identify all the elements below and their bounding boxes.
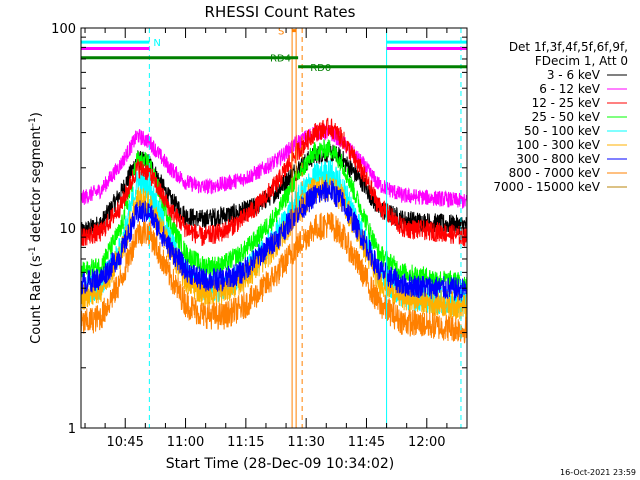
annotation-state-label: RD4 — [270, 54, 291, 65]
series-line — [80, 179, 468, 302]
y-axis-label-end: ) — [29, 112, 44, 117]
annotation-state-label: S — [278, 27, 284, 38]
footer-timestamp: 16-Oct-2021 23:59 — [560, 468, 636, 477]
tick-layer: 1 10 100 10:45 11:00 11:15 11:30 11:45 12:00 — [51, 22, 467, 450]
y-tick-label: 100 — [51, 22, 76, 37]
y-axis-label-mid: detector segment — [29, 126, 44, 246]
legend-label: 50 - 100 keV — [524, 124, 601, 138]
annotation-state-label: N — [153, 38, 160, 49]
y-axis-label-sup1: -1 — [28, 246, 38, 255]
legend-label: 800 - 7000 keV — [509, 166, 601, 180]
series-line — [80, 117, 468, 247]
legend-label: 25 - 50 keV — [532, 110, 601, 124]
legend-label: 3 - 6 keV — [547, 68, 601, 82]
y-axis-label-sup2: -1 — [28, 117, 38, 126]
legend-header-line: FDecim 1, Att 0 — [535, 54, 628, 68]
series-line — [80, 139, 468, 293]
legend-header-line: Det 1f,3f,4f,5f,6f,9f, — [509, 40, 628, 54]
x-tick-label: 11:00 — [167, 435, 204, 450]
y-tick-label: 1 — [68, 422, 76, 437]
series-line — [80, 211, 468, 344]
x-tick-label: 10:45 — [106, 435, 143, 450]
legend: Det 1f,3f,4f,5f,6f,9f,FDecim 1, Att 03 -… — [493, 40, 628, 194]
legend-label: 12 - 25 keV — [532, 96, 601, 110]
x-tick-label: 11:15 — [227, 435, 264, 450]
x-tick-label: 11:45 — [348, 435, 385, 450]
series-layer — [80, 117, 468, 344]
x-tick-label: 12:00 — [408, 435, 445, 450]
x-axis-label: Start Time (28-Dec-09 10:34:02) — [166, 456, 394, 472]
legend-label: 300 - 800 keV — [516, 152, 600, 166]
x-tick-label: 11:30 — [287, 435, 324, 450]
legend-label: 6 - 12 keV — [539, 82, 601, 96]
chart-title: RHESSI Count Rates — [205, 3, 356, 21]
legend-label: 100 - 300 keV — [516, 138, 600, 152]
y-axis-label-main: Count Rate (s — [29, 255, 44, 344]
y-tick-label: 10 — [59, 222, 76, 237]
series-line — [80, 124, 468, 209]
annotation-state-label: RD0 — [310, 63, 331, 74]
y-axis-label: Count Rate (s-1 detector segment-1) — [28, 112, 44, 344]
legend-label: 7000 - 15000 keV — [493, 180, 600, 194]
